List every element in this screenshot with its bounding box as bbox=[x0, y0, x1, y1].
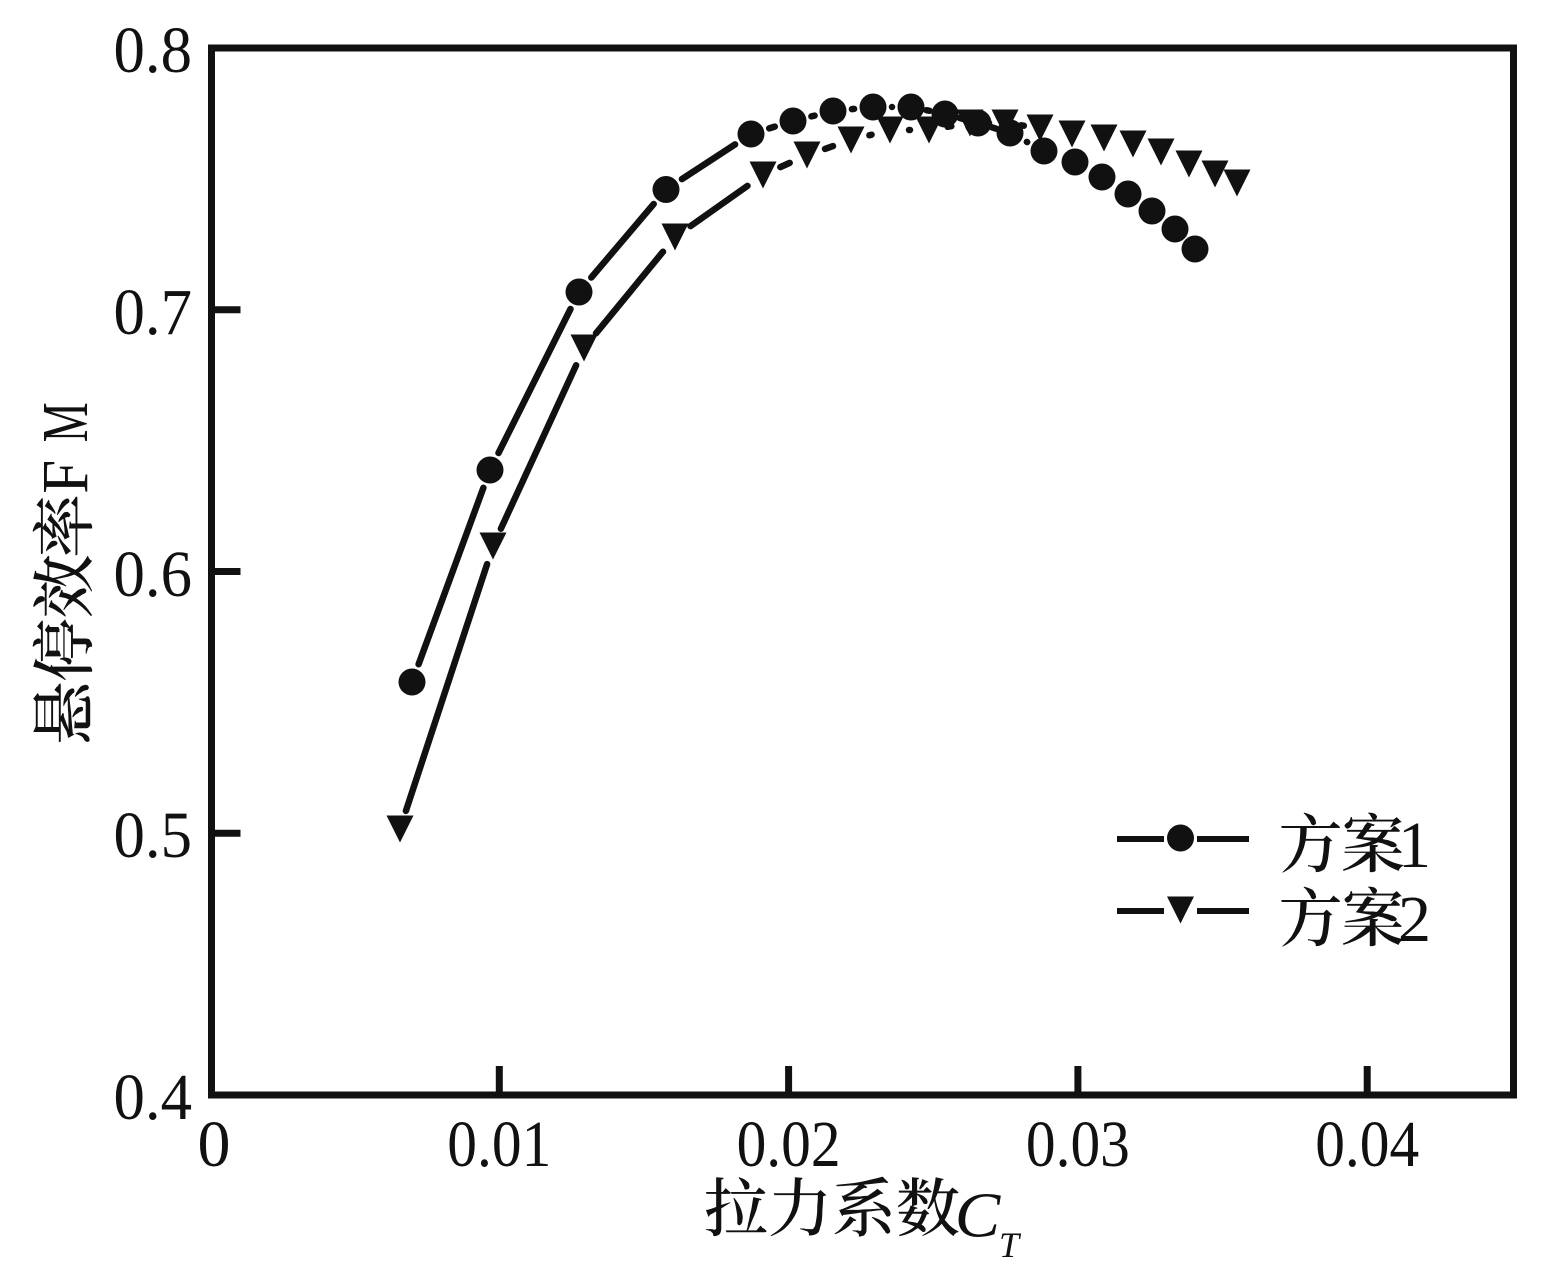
svg-text:0.4: 0.4 bbox=[114, 1061, 193, 1134]
svg-text:T: T bbox=[999, 1225, 1022, 1265]
svg-text:0.6: 0.6 bbox=[114, 538, 193, 611]
svg-text:0.7: 0.7 bbox=[114, 276, 193, 349]
svg-text:F: F bbox=[29, 460, 102, 494]
svg-text:C: C bbox=[955, 1180, 1001, 1251]
svg-text:0.03: 0.03 bbox=[1026, 1108, 1130, 1181]
svg-text:0: 0 bbox=[198, 1108, 231, 1181]
svg-text:1: 1 bbox=[1398, 809, 1431, 882]
svg-text:M: M bbox=[29, 402, 102, 442]
svg-text:0.01: 0.01 bbox=[447, 1108, 551, 1181]
svg-text:0.02: 0.02 bbox=[737, 1108, 841, 1181]
svg-text:2: 2 bbox=[1398, 883, 1431, 956]
svg-text:0.5: 0.5 bbox=[114, 799, 193, 872]
svg-text:0.8: 0.8 bbox=[114, 14, 193, 87]
svg-text:0.04: 0.04 bbox=[1315, 1108, 1419, 1181]
